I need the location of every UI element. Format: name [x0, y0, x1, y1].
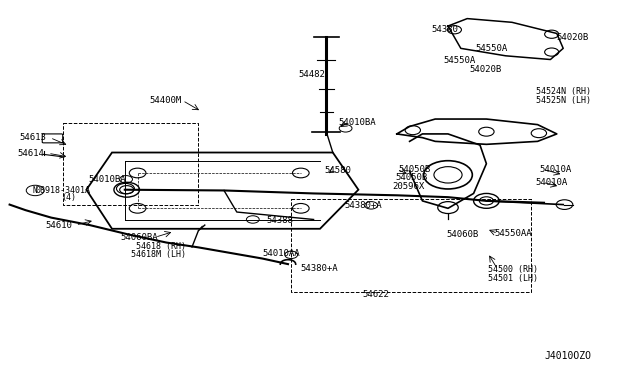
Text: 54380: 54380: [431, 25, 458, 34]
Text: N: N: [33, 186, 38, 195]
Text: 54618 (RH): 54618 (RH): [136, 242, 186, 251]
Text: 54050B: 54050B: [399, 165, 431, 174]
Text: 54614: 54614: [17, 149, 44, 158]
Text: (4): (4): [61, 193, 77, 202]
Text: 54525N (LH): 54525N (LH): [536, 96, 591, 105]
Text: J4010OZO: J4010OZO: [545, 352, 592, 361]
Text: 54380+A: 54380+A: [300, 264, 337, 273]
Text: 54550A: 54550A: [476, 44, 508, 53]
Text: 54388: 54388: [267, 216, 294, 225]
Text: 54010BA: 54010BA: [89, 175, 126, 184]
Text: 54010A: 54010A: [536, 178, 568, 187]
Text: 08918-3401A: 08918-3401A: [35, 186, 90, 195]
Text: 54010BA: 54010BA: [339, 118, 376, 126]
Text: 54020B: 54020B: [557, 33, 589, 42]
Text: 54500 (RH): 54500 (RH): [488, 265, 538, 274]
Text: 54010AA: 54010AA: [263, 249, 300, 258]
Text: 54613: 54613: [20, 133, 47, 142]
Text: 54610: 54610: [45, 221, 72, 230]
Text: 54060B: 54060B: [446, 230, 478, 239]
Text: 54622: 54622: [363, 290, 390, 299]
Text: 54618M (LH): 54618M (LH): [131, 250, 186, 259]
Text: 54020B: 54020B: [469, 65, 501, 74]
Text: 54050B: 54050B: [396, 173, 428, 182]
Text: 54010A: 54010A: [540, 165, 572, 174]
Text: 54380+A: 54380+A: [345, 201, 382, 210]
Text: 54524N (RH): 54524N (RH): [536, 87, 591, 96]
Text: 54580: 54580: [324, 166, 351, 175]
Text: 54482: 54482: [299, 70, 326, 79]
Text: 54550AA: 54550AA: [495, 229, 532, 238]
Text: 54501 (LH): 54501 (LH): [488, 274, 538, 283]
Text: 20596X: 20596X: [392, 182, 424, 190]
Text: 54550A: 54550A: [444, 56, 476, 65]
Text: 54060BA: 54060BA: [121, 233, 158, 242]
Text: 54400M: 54400M: [149, 96, 181, 105]
